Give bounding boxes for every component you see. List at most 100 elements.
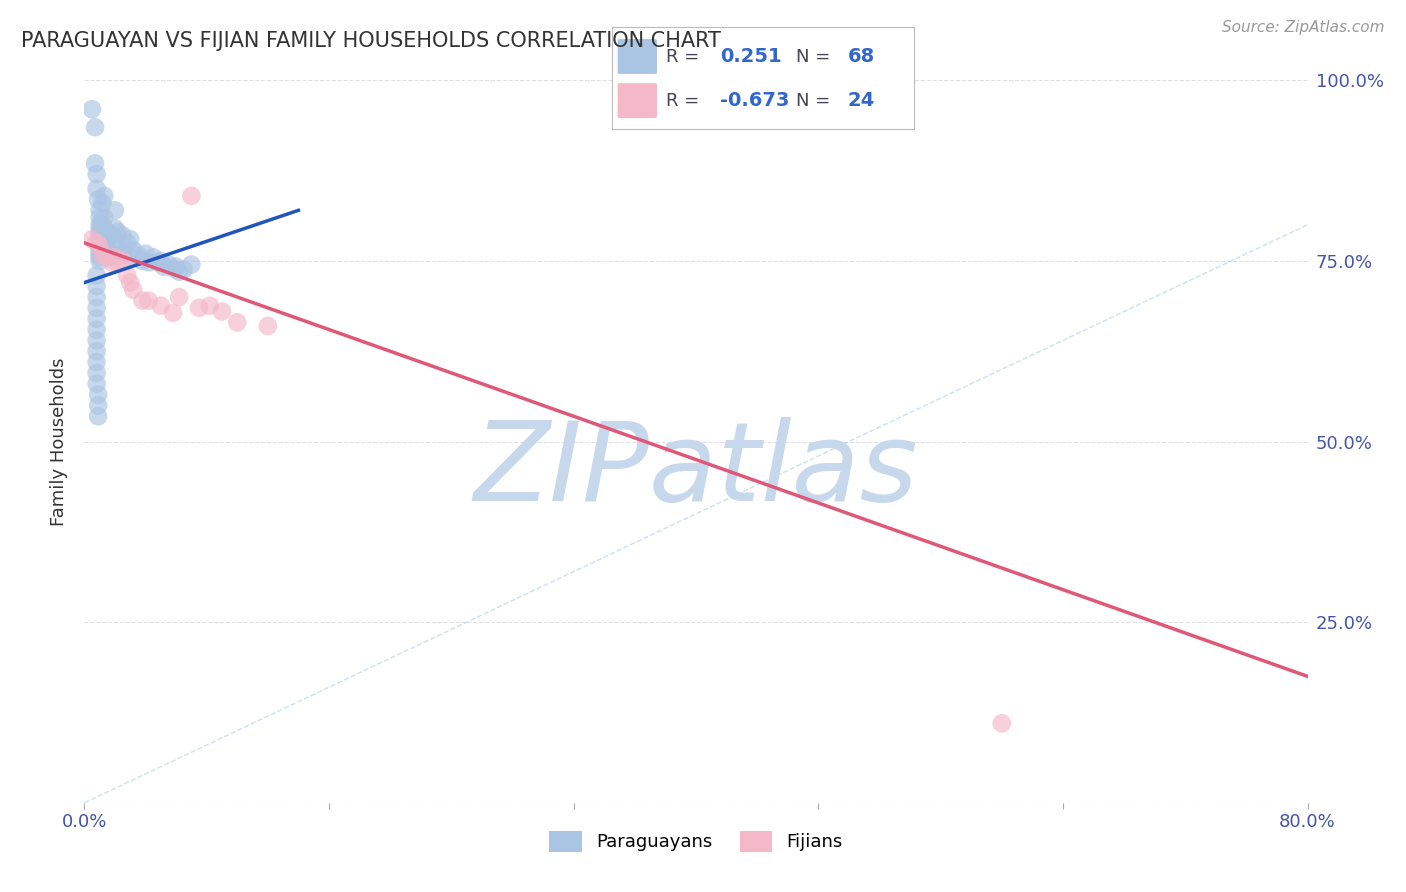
Text: N =: N = bbox=[796, 92, 831, 110]
Point bbox=[138, 255, 160, 269]
FancyBboxPatch shape bbox=[617, 39, 657, 74]
Point bbox=[86, 167, 108, 181]
Text: N =: N = bbox=[796, 47, 831, 65]
Point bbox=[101, 255, 124, 269]
Point bbox=[173, 262, 195, 277]
Point bbox=[89, 243, 111, 257]
Point bbox=[91, 232, 114, 246]
Point bbox=[96, 225, 118, 239]
Point bbox=[122, 243, 145, 257]
Point bbox=[167, 265, 190, 279]
Point bbox=[104, 239, 127, 253]
Point bbox=[991, 716, 1014, 731]
Point bbox=[87, 409, 110, 424]
Point bbox=[107, 225, 129, 239]
Point bbox=[86, 355, 108, 369]
Point bbox=[131, 253, 153, 268]
Point bbox=[101, 246, 124, 260]
Point bbox=[89, 227, 111, 241]
Point bbox=[157, 258, 180, 272]
Point bbox=[89, 235, 111, 250]
Text: R =: R = bbox=[666, 92, 699, 110]
Legend: Paraguayans, Fijians: Paraguayans, Fijians bbox=[541, 823, 851, 859]
Point bbox=[149, 253, 172, 268]
Point bbox=[80, 232, 103, 246]
Point bbox=[153, 260, 176, 274]
Point bbox=[86, 376, 108, 391]
Point bbox=[86, 334, 108, 348]
Point bbox=[180, 258, 202, 272]
Point bbox=[89, 239, 111, 253]
Point bbox=[104, 203, 127, 218]
Point bbox=[101, 228, 124, 243]
Point bbox=[91, 248, 114, 262]
Point bbox=[115, 235, 138, 250]
Point bbox=[86, 290, 108, 304]
Point bbox=[93, 189, 115, 203]
Point bbox=[89, 203, 111, 218]
Point bbox=[226, 315, 249, 329]
Point bbox=[122, 283, 145, 297]
Point bbox=[84, 120, 107, 135]
Point bbox=[211, 304, 233, 318]
Point bbox=[107, 255, 129, 269]
Point bbox=[87, 193, 110, 207]
Point bbox=[165, 260, 187, 274]
Text: -0.673: -0.673 bbox=[720, 91, 790, 110]
Point bbox=[104, 250, 127, 264]
Point bbox=[86, 182, 108, 196]
Point bbox=[111, 253, 134, 268]
Point bbox=[86, 322, 108, 336]
Point bbox=[89, 218, 111, 232]
Point bbox=[180, 189, 202, 203]
Point bbox=[89, 250, 111, 264]
Point bbox=[87, 387, 110, 401]
Point bbox=[120, 250, 142, 264]
Point bbox=[93, 211, 115, 225]
Point bbox=[87, 398, 110, 412]
Point bbox=[111, 228, 134, 243]
Point bbox=[86, 311, 108, 326]
Y-axis label: Family Households: Family Households bbox=[51, 358, 69, 525]
Point bbox=[96, 250, 118, 264]
Point bbox=[188, 301, 211, 315]
Text: ZIPatlas: ZIPatlas bbox=[474, 417, 918, 524]
Point bbox=[89, 253, 111, 268]
Point bbox=[96, 250, 118, 264]
Point bbox=[135, 246, 157, 260]
Point bbox=[167, 290, 190, 304]
Point bbox=[127, 248, 149, 262]
Point bbox=[91, 218, 114, 232]
Point bbox=[146, 255, 169, 269]
Point bbox=[89, 232, 111, 246]
Point bbox=[86, 344, 108, 359]
Text: 68: 68 bbox=[848, 47, 875, 66]
Point bbox=[107, 241, 129, 255]
Point bbox=[86, 366, 108, 380]
Point bbox=[198, 299, 221, 313]
Text: 0.251: 0.251 bbox=[720, 47, 782, 66]
Point bbox=[104, 221, 127, 235]
Point bbox=[89, 211, 111, 225]
Text: PARAGUAYAN VS FIJIAN FAMILY HOUSEHOLDS CORRELATION CHART: PARAGUAYAN VS FIJIAN FAMILY HOUSEHOLDS C… bbox=[21, 31, 721, 51]
Point bbox=[120, 232, 142, 246]
Point bbox=[120, 276, 142, 290]
Point bbox=[86, 279, 108, 293]
Point bbox=[89, 221, 111, 235]
Text: Source: ZipAtlas.com: Source: ZipAtlas.com bbox=[1222, 20, 1385, 35]
Point bbox=[84, 156, 107, 170]
Point bbox=[142, 250, 165, 264]
Point bbox=[96, 235, 118, 250]
FancyBboxPatch shape bbox=[617, 83, 657, 118]
Text: R =: R = bbox=[666, 47, 699, 65]
Point bbox=[89, 239, 111, 253]
Point bbox=[86, 268, 108, 283]
Point bbox=[162, 306, 184, 320]
Point bbox=[115, 268, 138, 283]
Point bbox=[86, 301, 108, 315]
Point bbox=[257, 318, 280, 333]
Point bbox=[138, 293, 160, 308]
Point bbox=[89, 246, 111, 260]
Point bbox=[91, 196, 114, 211]
Point bbox=[96, 243, 118, 257]
